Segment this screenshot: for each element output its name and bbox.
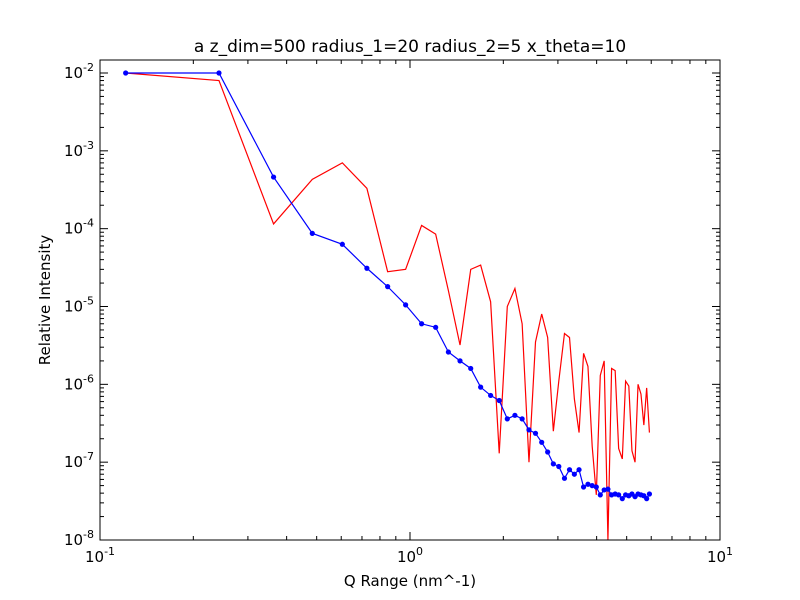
- data-point: [585, 481, 591, 487]
- data-point: [545, 449, 551, 455]
- data-point: [364, 265, 370, 271]
- data-point: [605, 486, 611, 492]
- chart-title: a z_dim=500 radius_1=20 radius_2=5 x_the…: [194, 37, 626, 57]
- y-tick-label: 10-8: [64, 528, 94, 549]
- x-tick-label: 100: [397, 545, 423, 566]
- data-point: [532, 430, 539, 436]
- data-point: [216, 70, 222, 76]
- data-point: [478, 384, 484, 390]
- plot-frame: [99, 59, 721, 541]
- data-point: [519, 416, 525, 422]
- x-tick-label: 10-1: [85, 545, 115, 566]
- data-point: [589, 483, 595, 489]
- y-tick-label: 10-6: [64, 372, 94, 393]
- data-point: [576, 467, 582, 473]
- data-point: [339, 241, 345, 247]
- data-point: [468, 365, 474, 372]
- data-point: [597, 492, 603, 498]
- data-point: [593, 484, 599, 490]
- y-tick-label: 10-7: [64, 450, 94, 471]
- data-point: [539, 439, 545, 445]
- data-point: [571, 471, 577, 477]
- data-point: [512, 412, 518, 418]
- plot-area: 10-1 100 101 10-8 10-7 10-6 10-5 10-4 10-3 10-2: [64, 59, 733, 566]
- series-layer: [123, 70, 653, 541]
- data-point: [646, 491, 653, 497]
- tick-layer: 10-1 100 101 10-8 10-7 10-6 10-5 10-4 10-3 10-2: [64, 60, 733, 566]
- data-point: [309, 230, 315, 236]
- data-point: [403, 302, 409, 308]
- data-point: [123, 70, 129, 76]
- x-tick-label: 101: [707, 545, 733, 566]
- data-point: [504, 416, 510, 422]
- data-point: [270, 174, 277, 180]
- data-point: [526, 427, 532, 433]
- data-point: [457, 358, 463, 364]
- data-point: [556, 463, 562, 470]
- y-tick-label: 10-5: [64, 295, 94, 316]
- data-point: [566, 467, 573, 473]
- y-tick-label: 10-2: [64, 61, 94, 82]
- data-point: [619, 496, 625, 502]
- data-point: [561, 475, 568, 481]
- data-point: [419, 321, 425, 327]
- data-point: [550, 461, 556, 467]
- data-point: [488, 392, 494, 399]
- data-point: [644, 496, 650, 502]
- data-point: [385, 284, 391, 290]
- data-point: [496, 397, 502, 404]
- series-line-1: [125, 72, 651, 541]
- x-axis-label: Q Range (nm^-1): [344, 572, 476, 590]
- data-point: [616, 492, 622, 498]
- y-axis-label: Relative Intensity: [36, 235, 54, 366]
- y-tick-label: 10-3: [64, 139, 94, 160]
- data-point: [580, 484, 587, 490]
- data-point: [433, 324, 439, 330]
- data-point: [445, 349, 451, 355]
- y-tick-label: 10-4: [64, 217, 94, 238]
